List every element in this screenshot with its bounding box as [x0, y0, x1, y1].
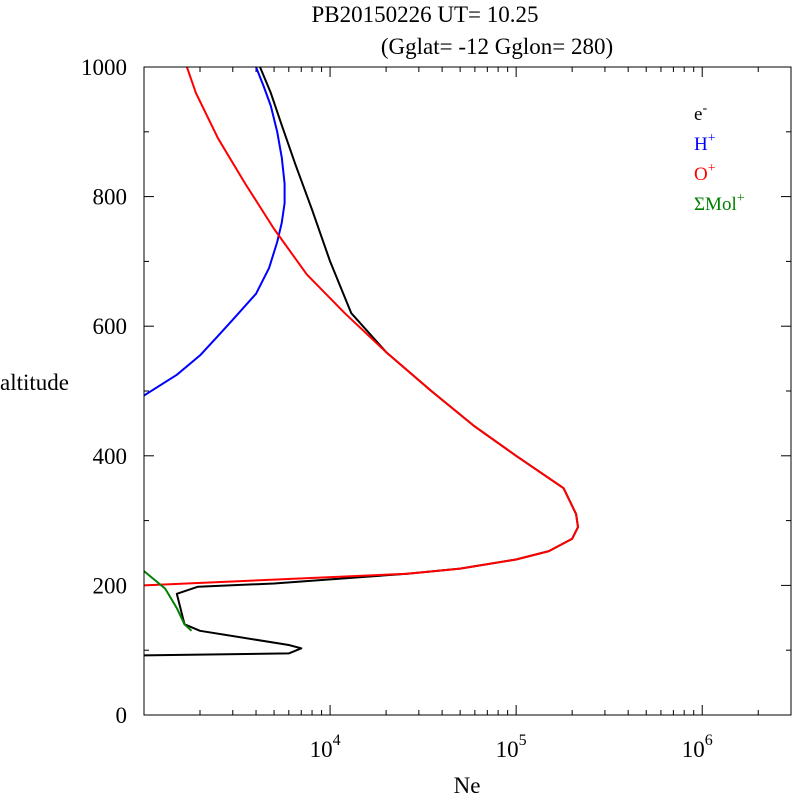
x-tick-label: 104 [310, 732, 341, 762]
y-tick-label: 400 [93, 444, 128, 469]
x-axis-label: Ne [454, 773, 481, 796]
chart-title-line1: PB20150226 UT= 10.25 [311, 2, 538, 27]
y-tick-label: 1000 [81, 55, 127, 80]
y-axis-label: altitude [0, 370, 69, 395]
series-line-h-plus [144, 67, 286, 397]
legend-entry: H+ [694, 131, 716, 155]
plot-frame [143, 66, 792, 716]
legend-entry: O+ [694, 161, 716, 185]
chart-title-line2: (Gglat= -12 Gglon= 280) [381, 34, 613, 59]
x-tick-label: 106 [682, 732, 713, 762]
x-tick-label: 105 [496, 732, 527, 762]
y-tick-label: 800 [93, 185, 128, 210]
series-line-electron [144, 67, 579, 657]
series-line-mol-plus [144, 570, 193, 632]
y-tick-label: 600 [93, 314, 128, 339]
y-tick-label: 0 [116, 703, 128, 728]
legend-entry: e- [694, 101, 707, 125]
series-line-o-plus [144, 67, 579, 587]
legend-entry: ΣMol+ [694, 191, 745, 215]
y-tick-label: 200 [93, 573, 128, 598]
